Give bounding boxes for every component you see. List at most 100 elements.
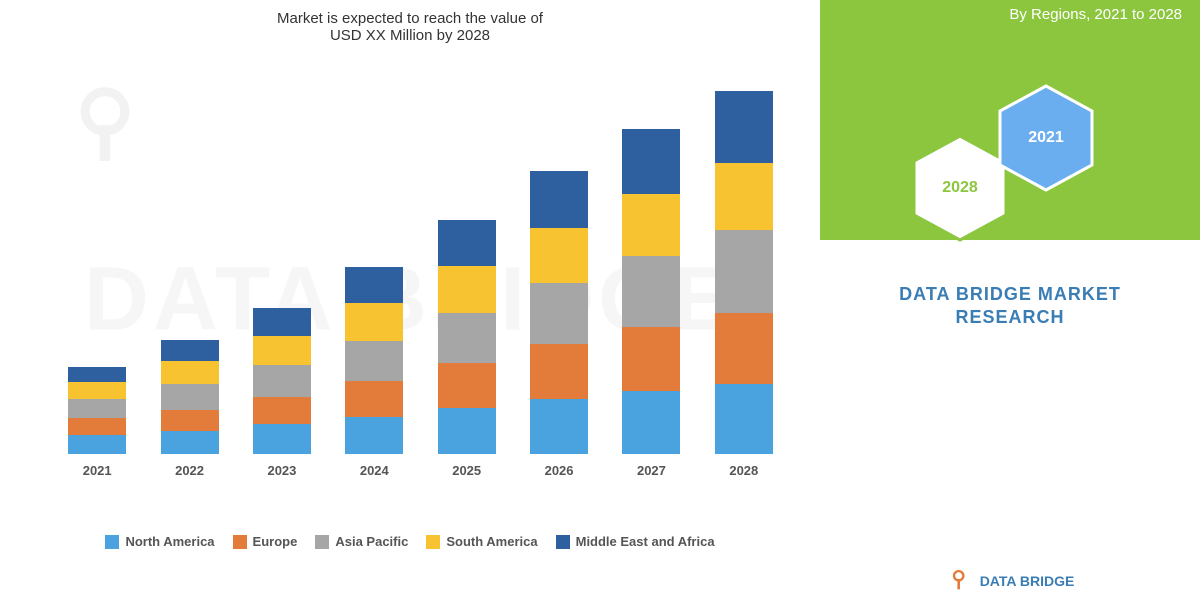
bar-segment [253, 397, 311, 424]
bar-segment [622, 256, 680, 328]
legend-item: North America [105, 534, 214, 549]
bar-stack [345, 267, 403, 454]
hex-label: 2028 [942, 179, 978, 197]
bar-segment [622, 194, 680, 255]
legend-label: Asia Pacific [335, 534, 408, 549]
legend-swatch [315, 535, 329, 549]
legend-label: Middle East and Africa [576, 534, 715, 549]
legend-item: Asia Pacific [315, 534, 408, 549]
x-axis-label: 2024 [334, 463, 414, 478]
side-panel: By Regions, 2021 to 2028 2028 2021 DATA B… [820, 0, 1200, 600]
bar-segment [345, 267, 403, 303]
chart-title-line1: Market is expected to reach the value of [277, 10, 543, 27]
legend-label: North America [125, 534, 214, 549]
bar-segment [161, 361, 219, 384]
legend-item: Middle East and Africa [556, 534, 715, 549]
hex-badge: 2021 [996, 83, 1096, 193]
legend-item: Europe [233, 534, 298, 549]
bar-segment [345, 303, 403, 341]
legend-swatch [105, 535, 119, 549]
bar-stack [715, 91, 773, 454]
bar-segment [68, 435, 126, 454]
bar-segment [345, 417, 403, 454]
legend-label: Europe [253, 534, 298, 549]
bar-segment [438, 363, 496, 407]
chart-plot: 20212022202320242025202620272028 [50, 64, 790, 484]
bar-segment [438, 266, 496, 312]
brand-text: DATA BRIDGE MARKET RESEARCH [899, 283, 1121, 330]
hex-label: 2021 [1028, 129, 1064, 147]
bar-segment [622, 327, 680, 390]
bar-segment [253, 424, 311, 454]
x-axis-label: 2021 [57, 463, 137, 478]
bar-segment [715, 384, 773, 454]
bar-stack [622, 129, 680, 454]
x-axis-label: 2026 [519, 463, 599, 478]
bar-segment [161, 431, 219, 454]
side-title: By Regions, 2021 to 2028 [820, 0, 1200, 23]
bar-segment [345, 381, 403, 417]
chart-title-line2: USD XX Million by 2028 [330, 27, 490, 44]
footer-logo-icon [946, 568, 972, 594]
bar-group: 2023 [242, 308, 322, 454]
bar-group: 2022 [150, 340, 230, 454]
x-axis-label: 2025 [427, 463, 507, 478]
hex-diagram: 2028 2021 [910, 83, 1110, 243]
footer-logo: DATA BRIDGE [946, 568, 1075, 594]
bar-stack [253, 308, 311, 454]
bar-segment [530, 228, 588, 283]
bar-group: 2027 [611, 129, 691, 454]
bar-group: 2026 [519, 171, 599, 454]
bar-segment [68, 399, 126, 418]
bar-segment [161, 340, 219, 361]
brand-line1: DATA BRIDGE MARKET [899, 284, 1121, 304]
chart-area: Market is expected to reach the value of… [0, 0, 820, 600]
bar-segment [530, 344, 588, 399]
bar-segment [253, 336, 311, 366]
legend-label: South America [446, 534, 537, 549]
bar-segment [530, 171, 588, 228]
bar-segment [68, 418, 126, 435]
x-axis-label: 2023 [242, 463, 322, 478]
bar-segment [715, 230, 773, 312]
bar-segment [345, 341, 403, 381]
bar-segment [161, 384, 219, 409]
bar-segment [161, 410, 219, 431]
root: Market is expected to reach the value of… [0, 0, 1200, 600]
legend-item: South America [426, 534, 537, 549]
bar-segment [530, 399, 588, 454]
bar-segment [715, 91, 773, 163]
bar-segment [530, 283, 588, 344]
bar-segment [253, 308, 311, 335]
bar-group: 2025 [427, 220, 507, 454]
bar-segment [68, 367, 126, 382]
bar-segment [253, 365, 311, 397]
bar-segment [622, 129, 680, 194]
legend: North America Europe Asia Pacific South Ame… [20, 534, 800, 549]
legend-swatch [233, 535, 247, 549]
bar-segment [715, 313, 773, 385]
bar-segment [715, 163, 773, 231]
bar-segment [438, 313, 496, 364]
legend-swatch [426, 535, 440, 549]
bar-stack [530, 171, 588, 454]
bar-segment [622, 391, 680, 454]
bar-stack [161, 340, 219, 454]
x-axis-label: 2028 [704, 463, 784, 478]
bar-segment [438, 408, 496, 454]
chart-title: Market is expected to reach the value of… [20, 10, 800, 44]
legend-swatch [556, 535, 570, 549]
bar-group: 2028 [704, 91, 784, 454]
footer-logo-text: DATA BRIDGE [980, 573, 1075, 589]
x-axis-label: 2022 [150, 463, 230, 478]
bar-segment [438, 220, 496, 266]
brand-line2: RESEARCH [955, 307, 1064, 327]
bar-group: 2021 [57, 367, 137, 454]
bar-group: 2024 [334, 267, 414, 454]
bar-segment [68, 382, 126, 399]
hex-badge: 2028 [910, 133, 1010, 243]
x-axis-label: 2027 [611, 463, 691, 478]
bar-stack [68, 367, 126, 454]
bars-row: 20212022202320242025202620272028 [51, 74, 790, 454]
bar-stack [438, 220, 496, 454]
